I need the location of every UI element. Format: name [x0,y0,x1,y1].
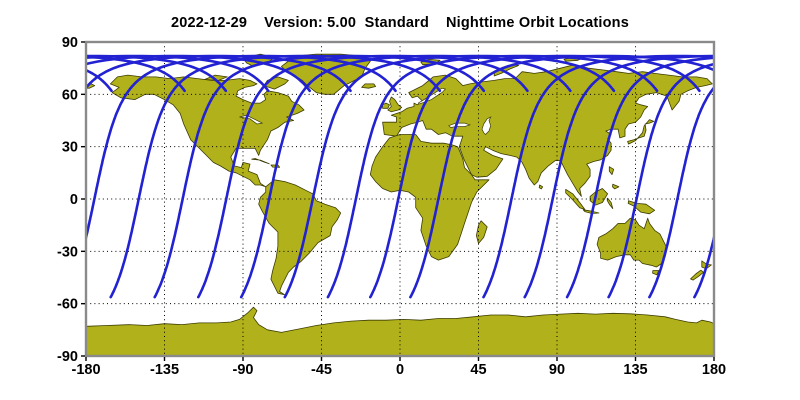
landmass-south-america [258,179,342,296]
landmass-new-guinea [627,200,656,215]
x-axis-label: 45 [470,362,486,378]
x-axis-label: -180 [71,362,100,378]
inland-sea-layer [239,87,492,135]
y-axis-label: -30 [57,244,78,260]
landmass-africa [369,134,490,261]
x-axis-label: -90 [233,362,254,378]
figure-title: 2022-12-29 Version: 5.00 Standard Nightt… [171,15,629,31]
x-axis-label: 135 [623,362,647,378]
y-axis-label: 60 [62,87,78,103]
landmass-japan [627,119,655,145]
orbit-track-layer [86,54,714,299]
x-axis-label: 180 [702,362,726,378]
x-axis-label: -135 [150,362,179,378]
landmass-mindanao [612,183,620,190]
landmass-eurasia [382,64,713,197]
x-axis-label: -45 [311,362,332,378]
orbit-ground-track [369,54,701,299]
orbit-ground-track [565,56,714,299]
orbit-ground-track [197,54,529,299]
landmass-sri-lanka [538,184,544,190]
orbit-ground-track [86,54,352,93]
orbit-ground-track [693,231,714,299]
y-axis-label: -90 [57,349,78,365]
axis-tick-layer [81,41,715,361]
landmass-great-britain [387,96,403,113]
y-axis-label: 30 [62,140,78,156]
y-axis-label: 90 [62,35,78,51]
orbit-ground-track [409,54,714,299]
orbit-ground-track [482,54,714,299]
x-axis-label: 90 [549,362,565,378]
y-axis-label: 0 [70,192,78,208]
landmass-north-america [110,74,305,188]
sea-baltic-sea [417,87,447,105]
landmass-cuba [251,158,270,165]
landmass-iceland [361,83,377,89]
orbit-ground-track [607,62,714,299]
orbit-ground-track [326,54,659,299]
landmass-sulawesi [606,197,614,210]
orbit-ground-track [523,54,714,299]
landmass-luzon [608,166,615,176]
landmass-sumatra [565,188,586,210]
orbit-ground-track [283,54,616,299]
orbit-ground-track [153,54,486,299]
plot-frame [84,40,716,358]
orbit-ground-track [648,85,714,299]
landmass-java [582,209,600,214]
orbit-ground-track [86,54,270,93]
y-axis-label: -60 [57,297,78,313]
x-axis-label: 0 [396,362,404,378]
orbit-ground-track [109,54,442,299]
landmass-tasmania [652,270,660,276]
orbit-ground-track [86,54,311,93]
landmass-borneo [589,188,608,206]
sea-caspian-sea [481,116,492,135]
axis-label-layer: -180 -135 -90 -45 0 45 90 135 180 90 60 30 0 -30 -60 -9… [57,35,726,378]
orbit-ground-track [86,68,113,93]
landmass-madagascar [475,220,488,244]
orbit-ground-track [239,54,572,299]
